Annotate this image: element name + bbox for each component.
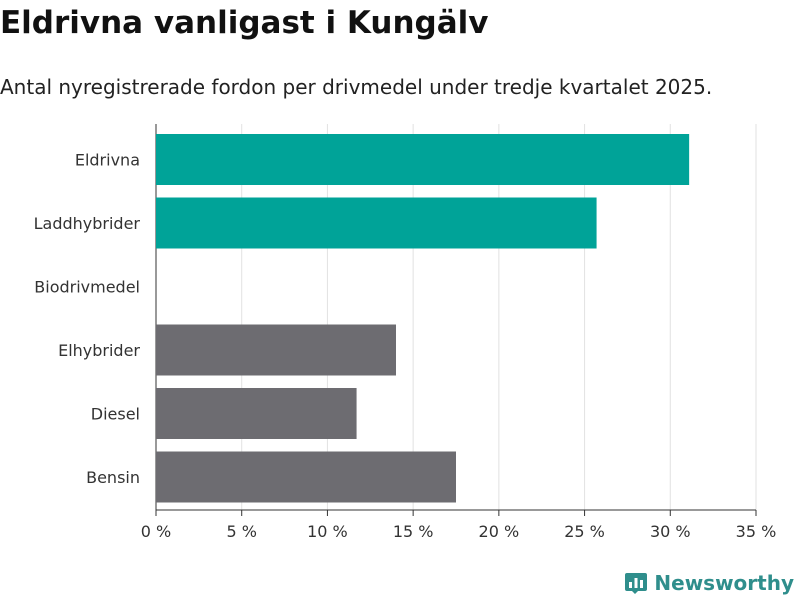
bar-chart: Eldrivna Laddhybrider Biodrivmedel Elhybrid… [34, 124, 777, 541]
bar-diesel [156, 388, 357, 439]
x-tick-label: 0 % [141, 522, 171, 541]
bar-bensin [156, 451, 456, 503]
x-tick-label: 35 % [736, 522, 777, 541]
category-label: Diesel [91, 405, 140, 424]
x-tick-label: 25 % [564, 522, 605, 541]
x-tick-label: 10 % [307, 522, 348, 541]
gridlines [155, 124, 757, 510]
x-tick-label: 20 % [479, 522, 520, 541]
chart-subtitle: Antal nyregistrerade fordon per drivmede… [0, 75, 713, 99]
brand-name: Newsworthy [654, 571, 794, 595]
bar-laddhybrider [156, 197, 597, 249]
x-axis-ticks: 0 % 5 % 10 % 15 % 20 % 25 % 30 % 35 % [141, 509, 777, 541]
category-label: Biodrivmedel [34, 278, 140, 297]
x-tick-label: 30 % [650, 522, 691, 541]
newsworthy-brand: Newsworthy [624, 568, 794, 598]
category-label: Laddhybrider [34, 214, 141, 233]
newsworthy-logo-icon [625, 573, 648, 594]
category-labels: Eldrivna Laddhybrider Biodrivmedel Elhybrid… [34, 151, 141, 488]
category-label: Eldrivna [75, 151, 140, 170]
x-tick-label: 15 % [393, 522, 434, 541]
category-label: Bensin [86, 468, 140, 487]
bar-elhybrider [156, 324, 396, 376]
chart-title: Eldrivna vanligast i Kungälv [0, 5, 489, 41]
x-tick-label: 5 % [226, 522, 256, 541]
bar-eldrivna [156, 134, 690, 185]
bars [156, 134, 690, 503]
category-label: Elhybrider [58, 341, 140, 360]
